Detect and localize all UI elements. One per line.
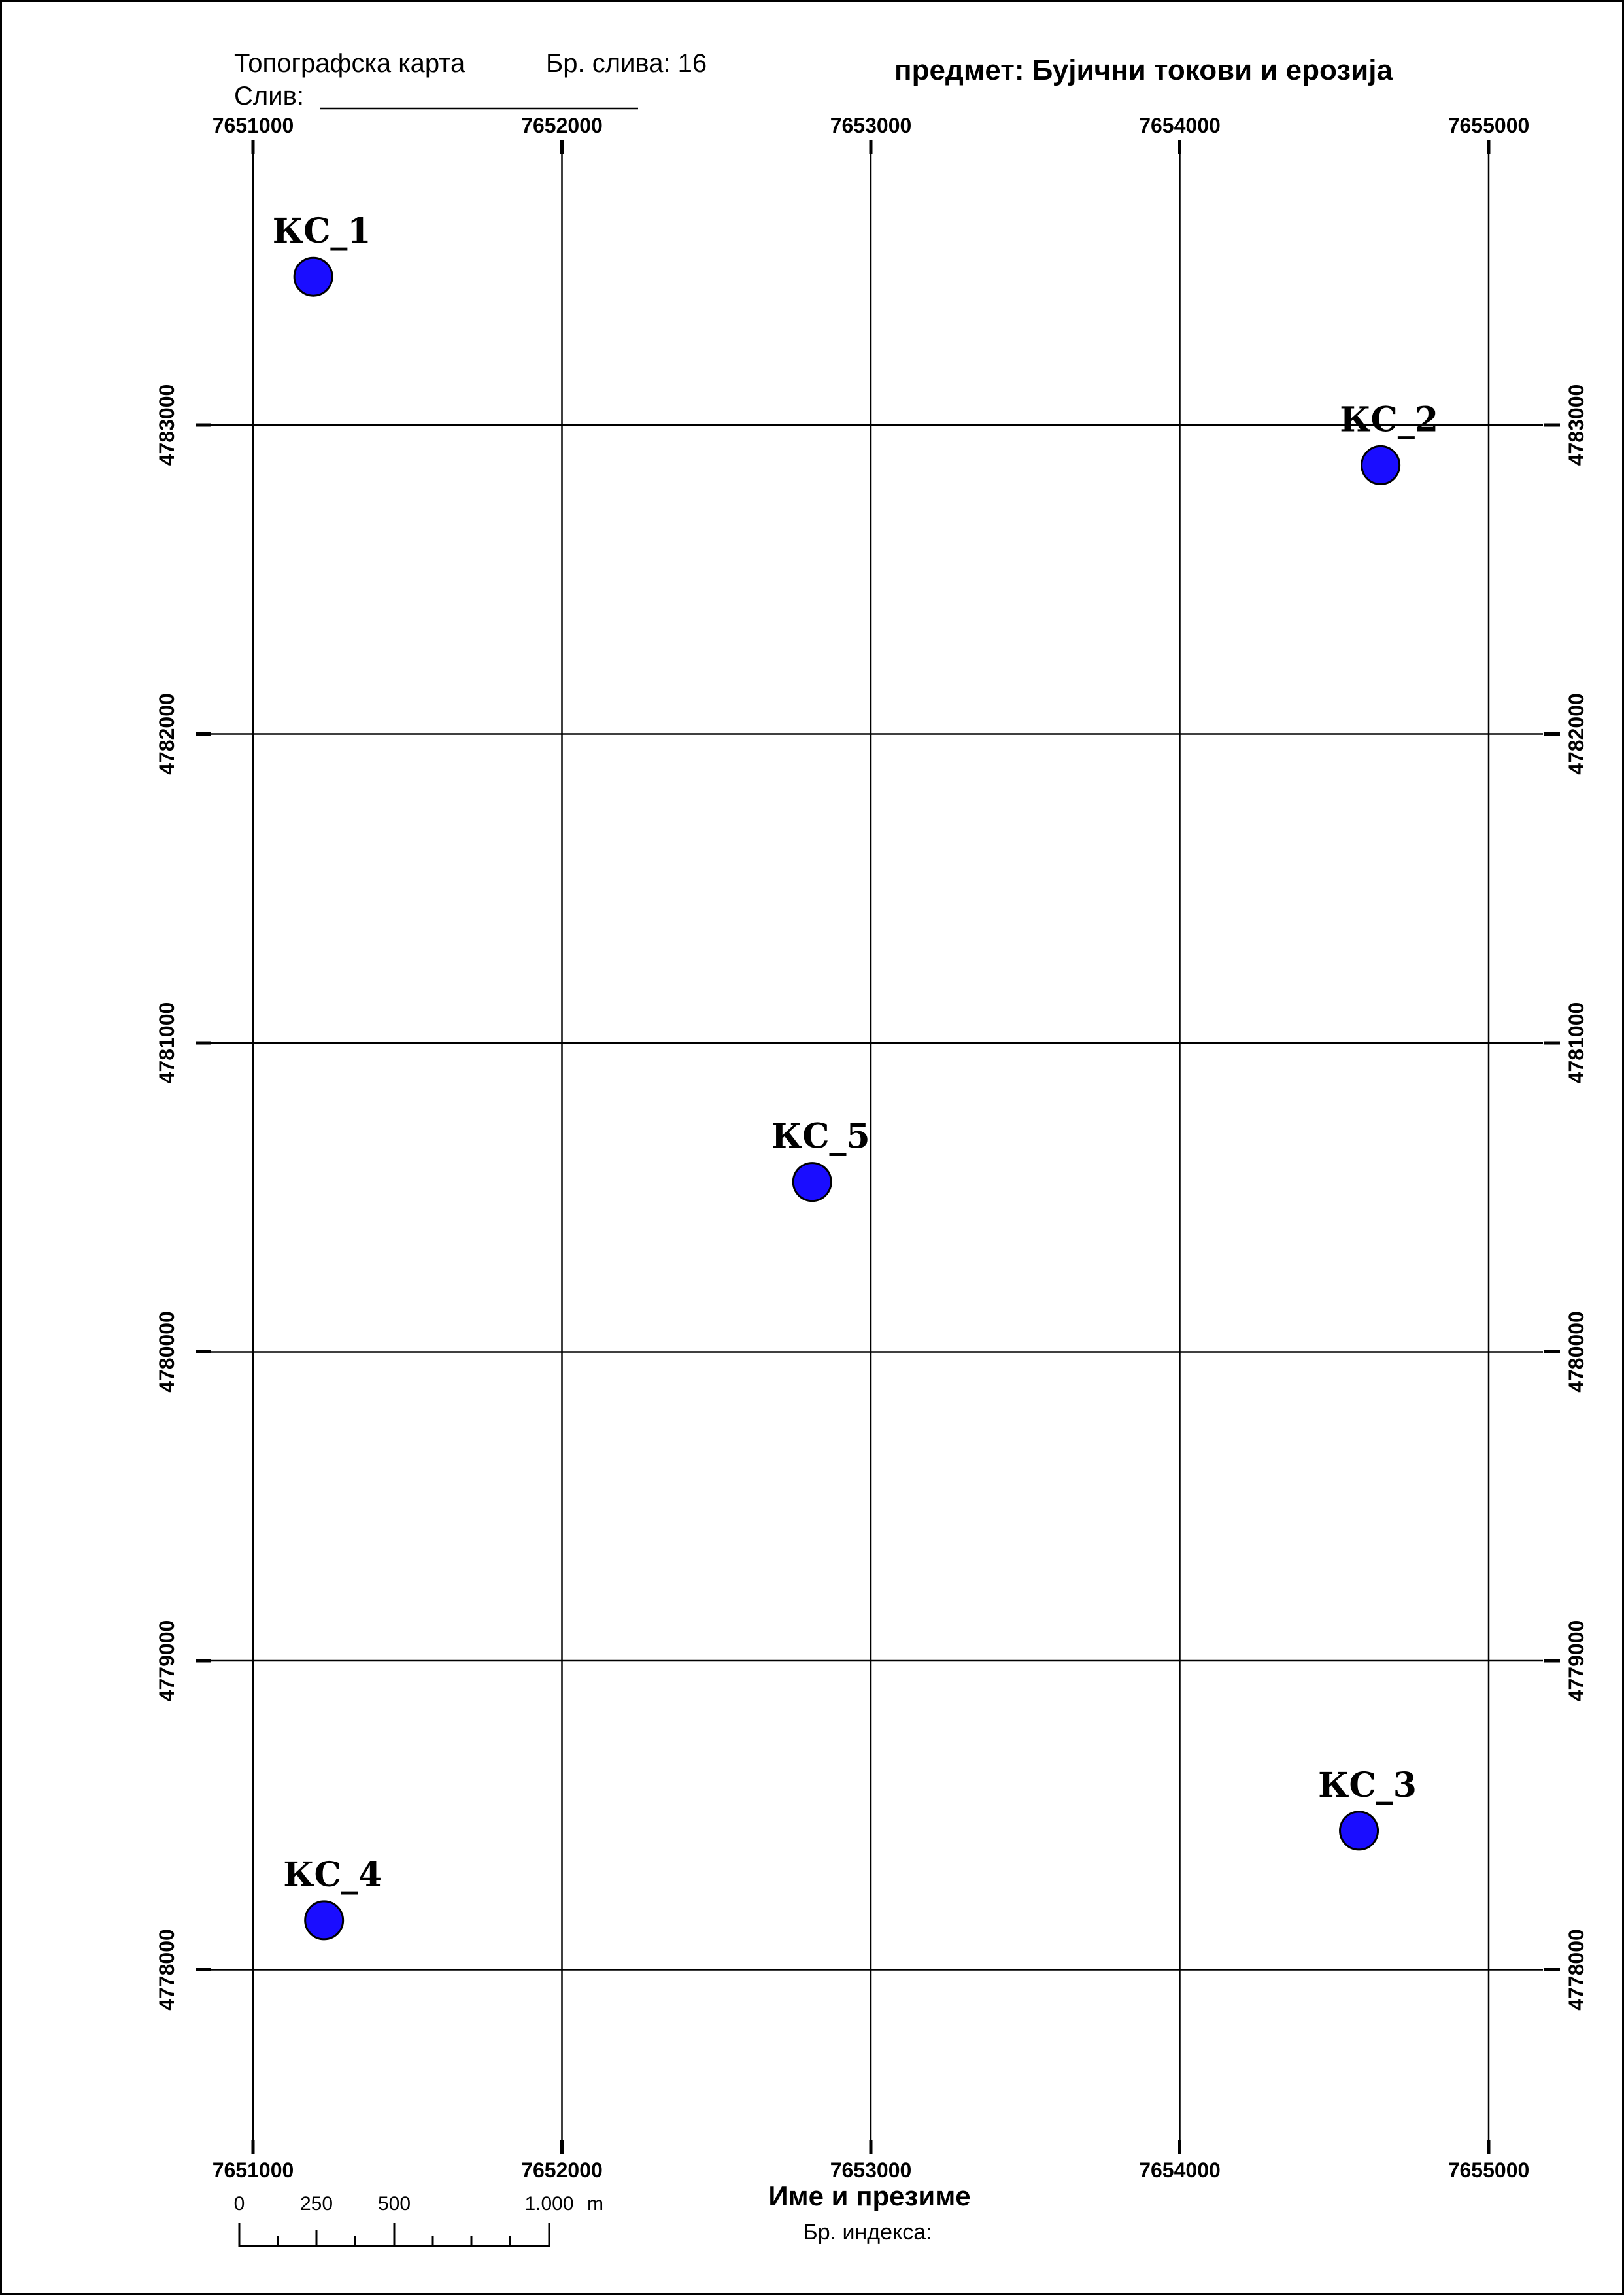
easting-label-bottom: 7651000 [212,2158,294,2182]
scale-unit: m [587,2193,603,2215]
northing-label-right: 4781000 [1565,1002,1588,1084]
sheet-number-label: Бр. слива: 16 [546,49,707,78]
easting-label-top: 7652000 [521,114,603,137]
subject-title: предмет: Бујични токови и ерозија [894,54,1393,86]
station-marker[interactable]: КС_2 [1340,400,1438,485]
easting-label-top: 7654000 [1139,114,1221,137]
scale-label-0: 0 [234,2193,245,2215]
station-label: КС_1 [273,211,371,251]
northing-label-left: 4780000 [155,1311,178,1393]
station-point[interactable] [304,1900,345,1941]
station-marker[interactable]: КС_5 [771,1117,870,1202]
scale-label-250: 250 [300,2193,333,2215]
easting-label-top: 7655000 [1448,114,1530,137]
map-type-label: Топографска карта [234,49,465,78]
station-point[interactable] [1339,1810,1379,1851]
station-label: КС_5 [771,1117,870,1157]
station-point[interactable] [293,256,333,297]
northing-label-left: 4779000 [155,1620,178,1702]
index-label: Бр. индекса: [803,2220,932,2245]
station-marker[interactable]: КС_4 [283,1855,382,1941]
easting-label-top: 7651000 [212,114,294,137]
stations-layer: КС_1 КС_2 КС_3 КС_4 КС_5 [273,211,1438,1941]
station-label: КС_3 [1318,1765,1417,1805]
easting-label-bottom: 7654000 [1139,2158,1221,2182]
scale-label-500: 500 [378,2193,411,2215]
scale-label-1000: 1.000 [524,2193,573,2215]
station-label: КС_2 [1340,400,1438,439]
easting-label-bottom: 7653000 [830,2158,912,2182]
northing-label-right: 4782000 [1565,693,1588,775]
northing-label-left: 4782000 [155,693,178,775]
station-marker[interactable]: КС_3 [1318,1765,1417,1851]
easting-label-bottom: 7655000 [1448,2158,1530,2182]
basin-label: Слив: [234,82,304,110]
station-label: КС_4 [283,1855,382,1895]
northing-label-right: 4779000 [1565,1620,1588,1702]
easting-label-top: 7653000 [830,114,912,137]
northing-label-left: 4778000 [155,1929,178,2011]
northing-label-left: 4783000 [155,384,178,466]
northing-label-right: 4780000 [1565,1311,1588,1393]
station-marker[interactable]: КС_1 [273,211,371,297]
easting-label-bottom: 7652000 [521,2158,603,2182]
station-point[interactable] [1361,445,1401,485]
northing-label-right: 4783000 [1565,384,1588,466]
coordinate-grid: 7651000 7651000 7652000 7652000 7653000 76530… [155,114,1588,2182]
northing-label-left: 4781000 [155,1002,178,1084]
station-point[interactable] [792,1162,832,1202]
scale-bar: 0 250 500 1.000 m [234,2193,603,2247]
northing-label-right: 4778000 [1565,1929,1588,2011]
name-label: Име и презиме [768,2181,970,2211]
